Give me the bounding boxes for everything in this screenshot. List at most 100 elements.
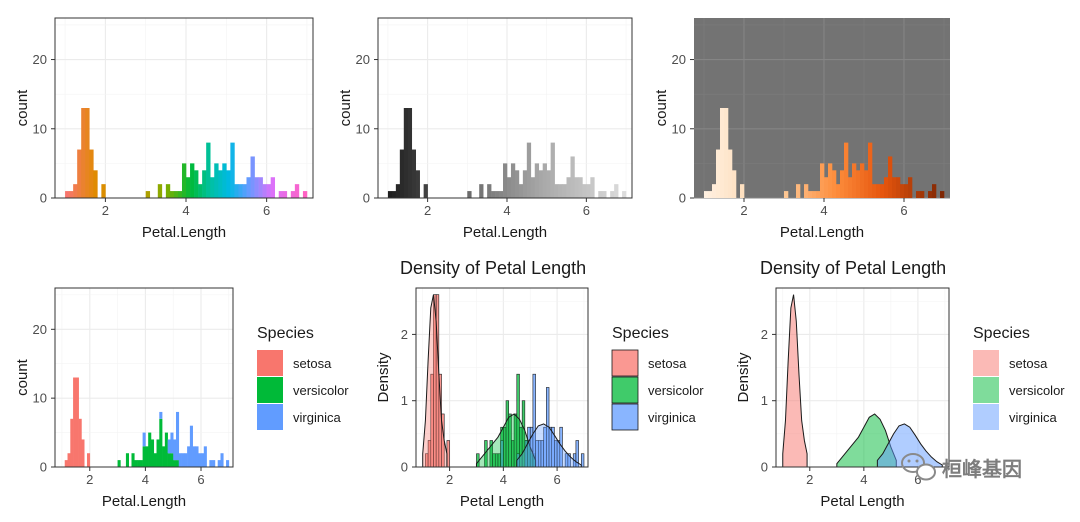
y-tick-label: 20 bbox=[33, 322, 47, 337]
x-tick-label: 6 bbox=[583, 203, 590, 218]
hist-bar-virginica bbox=[175, 411, 180, 461]
hist-bar-setosa bbox=[70, 418, 74, 467]
y-tick-label: 10 bbox=[33, 391, 47, 406]
hist-bar bbox=[784, 191, 789, 198]
legend-label-setosa: setosa bbox=[1009, 356, 1048, 371]
hist-bar bbox=[206, 142, 211, 198]
hist-bar-virginica bbox=[209, 460, 213, 467]
hist-bar bbox=[262, 184, 267, 198]
hist-bar bbox=[278, 191, 284, 198]
panel-species-histogram: 2 4 6 0 10 20 Petal.Length count Species setosa ve… bbox=[14, 287, 349, 510]
x-tick-label: 2 bbox=[806, 472, 813, 487]
x-tick-label: 6 bbox=[900, 203, 907, 218]
hist-bar bbox=[928, 191, 933, 198]
hist-bar bbox=[732, 170, 737, 198]
hist-bar bbox=[824, 177, 829, 198]
hist-bar bbox=[554, 184, 559, 198]
hist-bar bbox=[602, 191, 607, 198]
hist-bar bbox=[218, 170, 223, 198]
hist-bar bbox=[238, 184, 243, 198]
hist-bar bbox=[266, 184, 271, 198]
hist-bar bbox=[202, 170, 207, 198]
hist-bar bbox=[920, 191, 925, 198]
hist-bar bbox=[808, 191, 813, 198]
hist-bar-versicolor bbox=[131, 453, 135, 467]
hist-bar bbox=[578, 177, 583, 198]
hist-bar-setosa bbox=[67, 453, 71, 467]
hist-bar bbox=[190, 163, 195, 198]
x-axis-title: Petal.Length bbox=[780, 224, 864, 241]
hist-bar bbox=[491, 191, 496, 198]
hist-bar bbox=[522, 170, 528, 198]
density-curve-setosa bbox=[782, 294, 808, 468]
legend-key-setosa bbox=[257, 350, 283, 376]
hist-bar bbox=[258, 177, 263, 198]
hist-bar-versicolor bbox=[117, 460, 121, 467]
legend-title: Species bbox=[257, 325, 314, 342]
hist-bar-versicolor bbox=[125, 453, 130, 467]
y-tick-label: 2 bbox=[761, 327, 768, 342]
hist-bar bbox=[145, 191, 151, 198]
hist-bar bbox=[574, 177, 579, 198]
x-axis-title: Petal Length bbox=[820, 493, 904, 510]
hist-bar-versicolor bbox=[150, 439, 155, 467]
hist-bar bbox=[832, 170, 837, 198]
hist-bar bbox=[708, 191, 713, 198]
x-tick-label: 4 bbox=[142, 472, 149, 487]
hist-bar bbox=[503, 163, 508, 198]
hist-bar bbox=[395, 184, 401, 198]
hist-bar bbox=[514, 170, 520, 198]
y-tick-label: 1 bbox=[761, 393, 768, 408]
hist-bar-setosa bbox=[75, 377, 79, 467]
x-tick-label: 2 bbox=[86, 472, 93, 487]
hist-bar bbox=[558, 184, 563, 198]
legend-label-versicolor: versicolor bbox=[293, 383, 349, 398]
hist-bar bbox=[848, 177, 853, 198]
hist-bar-virginica bbox=[192, 446, 196, 467]
hist-bar-virginica bbox=[178, 453, 182, 467]
hist-bar bbox=[740, 184, 745, 198]
hist-bar bbox=[222, 163, 227, 198]
hist-bar bbox=[622, 191, 627, 198]
hist-bar bbox=[181, 163, 187, 198]
hist-bar bbox=[518, 184, 524, 198]
hist-bar bbox=[411, 149, 417, 198]
y-tick-label: 1 bbox=[401, 393, 408, 408]
hist-bar-virginica bbox=[142, 432, 146, 447]
legend-label-virginica: virginica bbox=[1009, 410, 1057, 425]
hist-bar-virginica bbox=[181, 453, 185, 467]
hist-bar bbox=[610, 191, 615, 198]
panel-border bbox=[775, 287, 950, 468]
hist-bar bbox=[506, 177, 512, 198]
hist-bar bbox=[250, 156, 255, 198]
hist-bar-virginica bbox=[170, 432, 174, 454]
hist-bar bbox=[387, 191, 393, 198]
hist-bar-versicolor bbox=[134, 460, 138, 467]
hist-bar bbox=[720, 108, 725, 198]
hist-bar bbox=[302, 191, 308, 198]
x-axis-title: Petal.Length bbox=[142, 224, 226, 241]
hist-bar-virginica bbox=[187, 446, 191, 467]
hist-bar bbox=[399, 149, 405, 198]
hist-bar bbox=[880, 184, 885, 198]
hist-bar-virginica bbox=[195, 446, 199, 467]
hist-bar bbox=[234, 184, 239, 198]
y-tick-label: 0 bbox=[679, 191, 686, 206]
hist-bar bbox=[173, 191, 179, 198]
x-tick-label: 2 bbox=[740, 203, 747, 218]
hist-bar-versicolor bbox=[139, 460, 143, 467]
hist-bar bbox=[872, 184, 877, 198]
hist-bar bbox=[884, 177, 889, 198]
hist-bar bbox=[526, 142, 532, 198]
hist-bar bbox=[391, 191, 397, 198]
hist-bar-virginica bbox=[167, 439, 171, 454]
panel-border bbox=[415, 287, 589, 468]
legend-label-setosa: setosa bbox=[293, 356, 332, 371]
legend-key-versicolor bbox=[973, 377, 999, 403]
hist-bar-versicolor bbox=[170, 453, 174, 467]
hist-bar bbox=[816, 191, 821, 198]
x-axis-title: Petal Length bbox=[460, 493, 544, 510]
hist-bar bbox=[562, 184, 567, 198]
hist-bar bbox=[487, 184, 492, 198]
